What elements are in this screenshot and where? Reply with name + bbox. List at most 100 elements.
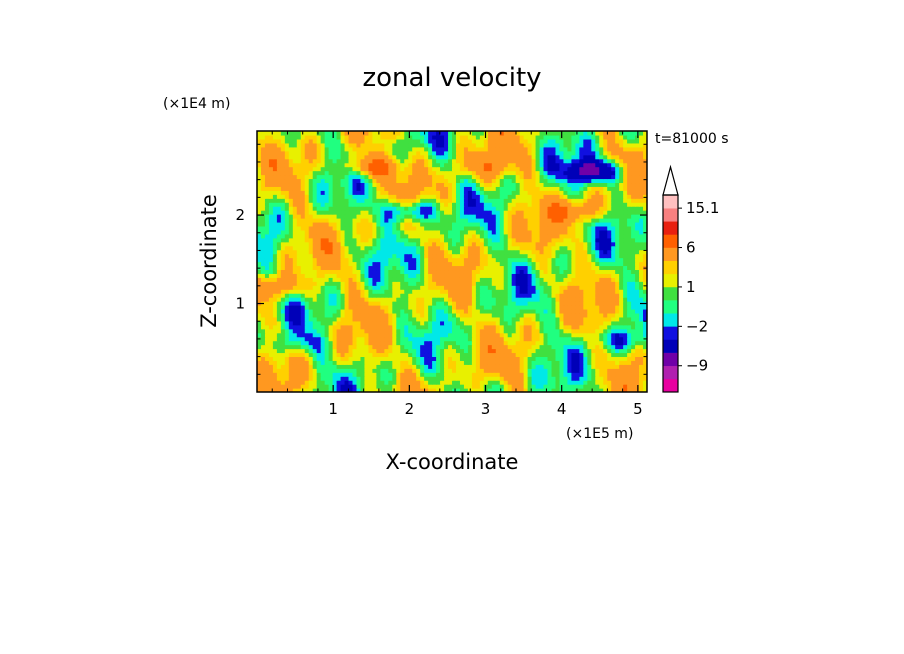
heatmap-cell xyxy=(479,312,485,318)
heatmap-cell xyxy=(328,368,334,373)
heatmap-cell xyxy=(515,344,521,350)
heatmap-cell xyxy=(603,364,608,369)
heatmap-cell xyxy=(284,281,290,286)
heatmap-cell xyxy=(396,194,401,199)
heatmap-cell xyxy=(372,218,377,223)
heatmap-cell xyxy=(257,312,262,318)
heatmap-cell xyxy=(579,281,584,286)
heatmap-cell xyxy=(627,344,632,350)
heatmap-cell xyxy=(627,364,632,369)
heatmap-cell xyxy=(432,261,437,267)
heatmap-cell xyxy=(392,225,397,231)
heatmap-cell xyxy=(503,249,509,255)
heatmap-cell xyxy=(280,328,286,334)
heatmap-cell xyxy=(499,372,505,377)
heatmap-cell xyxy=(376,269,381,274)
heatmap-cell xyxy=(440,301,445,306)
heatmap-cell xyxy=(292,273,298,278)
heatmap-cell xyxy=(260,253,266,259)
heatmap-cell xyxy=(296,360,302,365)
heatmap-cell xyxy=(595,312,600,318)
heatmap-cell xyxy=(459,198,465,203)
heatmap-cell xyxy=(567,332,572,338)
heatmap-cell xyxy=(531,293,537,298)
heatmap-cell xyxy=(380,312,385,318)
heatmap-cell xyxy=(471,214,477,219)
heatmap-cell xyxy=(595,241,600,247)
heatmap-cell xyxy=(300,214,306,219)
heatmap-cell xyxy=(475,241,481,247)
heatmap-cell xyxy=(567,320,572,326)
heatmap-cell xyxy=(527,202,533,207)
heatmap-cell xyxy=(531,340,537,346)
heatmap-cell xyxy=(459,364,465,369)
heatmap-cell xyxy=(324,360,330,365)
heatmap-cell xyxy=(380,308,385,314)
heatmap-cell xyxy=(483,198,489,203)
heatmap-cell xyxy=(599,198,604,203)
heatmap-cell xyxy=(408,360,413,365)
heatmap-cell xyxy=(595,388,600,392)
heatmap-cell xyxy=(611,249,616,255)
heatmap-cell xyxy=(408,233,413,239)
heatmap-cell xyxy=(360,293,366,298)
heatmap-cell xyxy=(455,190,461,195)
heatmap-cell xyxy=(523,356,529,361)
heatmap-cell xyxy=(579,202,584,207)
heatmap-cell xyxy=(372,316,377,322)
heatmap-cell xyxy=(619,320,624,326)
heatmap-cell xyxy=(408,328,413,334)
heatmap-cell xyxy=(639,202,644,207)
heatmap-cell xyxy=(479,241,485,247)
heatmap-cell xyxy=(320,194,326,199)
heatmap-cell xyxy=(372,305,377,310)
heatmap-cell xyxy=(551,194,557,199)
heatmap-cell xyxy=(539,320,545,326)
heatmap-cell xyxy=(575,388,580,392)
heatmap-cell xyxy=(519,289,525,294)
heatmap-cell xyxy=(471,233,477,239)
heatmap-cell xyxy=(288,206,294,211)
heatmap-cell xyxy=(483,293,489,298)
heatmap-cell xyxy=(292,301,298,306)
heatmap-cell xyxy=(336,297,342,302)
heatmap-cell xyxy=(471,241,477,247)
heatmap-cell xyxy=(643,388,647,392)
heatmap-cell xyxy=(491,194,497,199)
heatmap-cell xyxy=(332,229,338,235)
heatmap-cell xyxy=(364,253,370,259)
heatmap-cell xyxy=(587,273,592,278)
heatmap-cell xyxy=(635,324,640,330)
heatmap-cell xyxy=(543,348,549,354)
heatmap-cell xyxy=(459,245,465,251)
heatmap-cell xyxy=(571,190,576,195)
heatmap-cell xyxy=(396,348,401,354)
heatmap-cell xyxy=(575,265,580,271)
heatmap-cell xyxy=(483,265,489,271)
heatmap-cell xyxy=(563,324,569,330)
heatmap-cell xyxy=(440,237,445,243)
heatmap-cell xyxy=(312,269,318,274)
heatmap-cell xyxy=(344,225,350,231)
heatmap-cell xyxy=(499,356,505,361)
heatmap-cell xyxy=(491,328,497,334)
heatmap-cell xyxy=(372,356,377,361)
heatmap-cell xyxy=(587,344,592,350)
heatmap-cell xyxy=(559,221,565,227)
heatmap-cell xyxy=(455,301,461,306)
heatmap-cell xyxy=(384,297,389,302)
heatmap-cell xyxy=(384,265,389,271)
heatmap-cell xyxy=(280,277,286,282)
heatmap-cell xyxy=(623,257,628,263)
heatmap-cell xyxy=(368,229,374,235)
heatmap-cell xyxy=(511,225,517,231)
heatmap-cell xyxy=(380,198,385,203)
heatmap-cell xyxy=(428,384,433,389)
heatmap-cell xyxy=(591,316,596,322)
heatmap-cell xyxy=(436,312,441,318)
heatmap-cell xyxy=(332,344,338,350)
heatmap-cell xyxy=(527,233,533,239)
heatmap-cell xyxy=(487,297,493,302)
heatmap-cell xyxy=(571,364,576,369)
heatmap-cell xyxy=(304,269,310,274)
